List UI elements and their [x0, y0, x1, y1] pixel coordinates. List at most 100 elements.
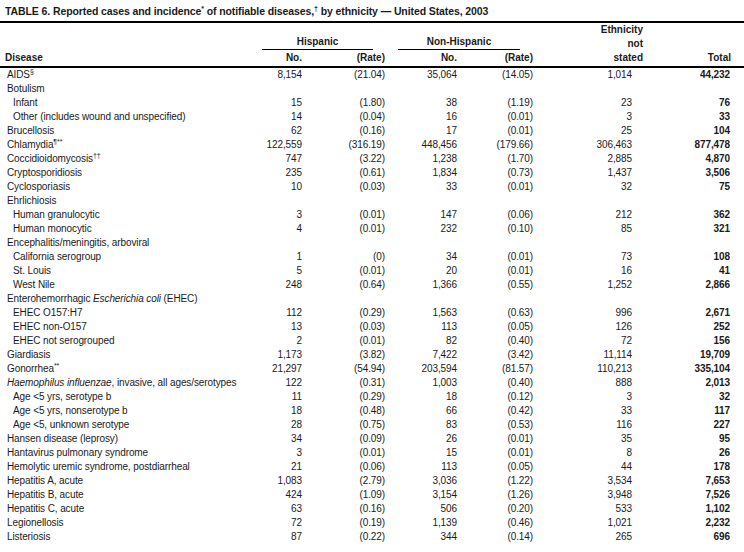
hispanic-rate-cell: (0): [302, 250, 385, 264]
table-row: Brucellosis62(0.16)17(0.01)25104: [0, 124, 744, 138]
hispanic-rate-cell: (0.03): [302, 180, 385, 194]
total-cell: [645, 194, 744, 208]
hispanic-no-cell: 87: [250, 530, 302, 544]
total-cell: 2,671: [645, 306, 744, 320]
disease-label: Chlamydia¶**: [0, 138, 250, 152]
ethnicity-not-stated-cell: 33: [533, 404, 645, 418]
nonhispanic-rate-cell: (0.05): [457, 460, 533, 474]
hispanic-rate-cell: (0.03): [302, 320, 385, 334]
hispanic-no-cell: 122,559: [250, 138, 302, 152]
hispanic-rate-cell: (0.29): [302, 390, 385, 404]
hispanic-no-cell: 122: [250, 376, 302, 390]
footnote-marker: ¶**: [53, 138, 62, 145]
total-cell: [645, 236, 744, 250]
nonhispanic-no-cell: [385, 292, 457, 306]
nonhispanic-no-cell: 1,139: [385, 516, 457, 530]
hispanic-rate-cell: (0.16): [302, 124, 385, 138]
table-row: Hantavirus pulmonary syndrome3(0.01)15(0…: [0, 446, 744, 460]
ethnicity-not-stated-cell: 996: [533, 306, 645, 320]
hispanic-rate-cell: [302, 194, 385, 208]
hispanic-no-cell: 4: [250, 222, 302, 236]
total-cell: 1,102: [645, 502, 744, 516]
total-cell: 7,526: [645, 488, 744, 502]
ethnicity-not-stated-cell: [533, 82, 645, 96]
hispanic-no-cell: 3: [250, 208, 302, 222]
nonhispanic-rate-cell: (0.01): [457, 124, 533, 138]
footnote-marker: ††: [93, 152, 101, 159]
nonhispanic-rate-cell: (0.12): [457, 390, 533, 404]
nonhispanic-rate-cell: (81.57): [457, 362, 533, 376]
hispanic-rate-cell: (0.75): [302, 418, 385, 432]
hispanic-rate-cell: (1.09): [302, 488, 385, 502]
nonhispanic-rate-cell: (0.63): [457, 306, 533, 320]
table-row: Listeriosis87(0.22)344(0.14)265696: [0, 530, 744, 544]
col-header-ethnicity-line1: Ethnicity: [533, 24, 645, 36]
header-spacer: [0, 36, 250, 50]
nonhispanic-rate-cell: (0.73): [457, 166, 533, 180]
disease-label: Brucellosis: [0, 124, 250, 138]
nonhispanic-rate-cell: (0.55): [457, 278, 533, 292]
disease-label: Age <5 yrs, serotype b: [0, 390, 250, 404]
hispanic-rate-cell: (0.09): [302, 432, 385, 446]
nonhispanic-no-cell: [385, 82, 457, 96]
hispanic-no-cell: [250, 194, 302, 208]
disease-label: Enterohemorrhagic Escherichia coli (EHEC…: [0, 292, 250, 306]
table-row: EHEC O157:H7112(0.29)1,563(0.63)9962,671: [0, 306, 744, 320]
nonhispanic-no-cell: 83: [385, 418, 457, 432]
ethnicity-not-stated-cell: 25: [533, 124, 645, 138]
hispanic-rate-cell: [302, 82, 385, 96]
col-header-ethnicity-line3: stated: [533, 50, 645, 67]
hispanic-no-cell: 10: [250, 180, 302, 194]
ethnicity-not-stated-cell: 23: [533, 96, 645, 110]
header-spacer: [645, 24, 744, 36]
total-cell: 19,709: [645, 348, 744, 362]
hispanic-no-cell: 11: [250, 390, 302, 404]
table-row: Hemolytic uremic syndrome, postdiarrheal…: [0, 460, 744, 474]
nonhispanic-no-cell: 203,594: [385, 362, 457, 376]
section-row: Botulism: [0, 82, 744, 96]
hispanic-no-cell: 5: [250, 264, 302, 278]
hispanic-rate-cell: (0.01): [302, 222, 385, 236]
table-row: Hepatitis A, acute1,083(2.79)3,036(1.22)…: [0, 474, 744, 488]
ethnicity-not-stated-cell: 533: [533, 502, 645, 516]
hispanic-rate-cell: (0.06): [302, 460, 385, 474]
total-cell: 26: [645, 446, 744, 460]
nonhispanic-no-cell: 1,366: [385, 278, 457, 292]
hispanic-rate-cell: (0.01): [302, 334, 385, 348]
nonhispanic-rate-cell: [457, 292, 533, 306]
nonhispanic-no-cell: 35,064: [385, 67, 457, 82]
total-cell: 877,478: [645, 138, 744, 152]
disease-label: Cyclosporiasis: [0, 180, 250, 194]
col-header-total: Total: [645, 50, 744, 67]
hispanic-rate-cell: (0.64): [302, 278, 385, 292]
hispanic-no-cell: 2: [250, 334, 302, 348]
hispanic-rate-cell: (2.79): [302, 474, 385, 488]
header-spacer: [645, 36, 744, 50]
nonhispanic-no-cell: 344: [385, 530, 457, 544]
disease-label: Other (includes wound and unspecified): [0, 110, 250, 124]
table-row: Hepatitis B, acute424(1.09)3,154(1.26)3,…: [0, 488, 744, 502]
ethnicity-not-stated-cell: 2,885: [533, 152, 645, 166]
nonhispanic-rate-cell: (0.01): [457, 250, 533, 264]
ethnicity-not-stated-cell: 126: [533, 320, 645, 334]
ethnicity-not-stated-cell: 16: [533, 264, 645, 278]
footnote-marker: †: [314, 5, 318, 12]
table-row: Age <5, unknown serotype28(0.75)83(0.53)…: [0, 418, 744, 432]
total-cell: 178: [645, 460, 744, 474]
table-row: Chlamydia¶**122,559(316.19)448,456(179.6…: [0, 138, 744, 152]
total-cell: 44,232: [645, 67, 744, 82]
header-row-2: Hispanic Non-Hispanic not: [0, 36, 744, 50]
table-row: Other (includes wound and unspecified)14…: [0, 110, 744, 124]
hispanic-rate-cell: (0.01): [302, 208, 385, 222]
nonhispanic-no-cell: 113: [385, 320, 457, 334]
table-body: AIDS§8,154(21.04)35,064(14.05)1,01444,23…: [0, 67, 744, 544]
nonhispanic-no-cell: 1,834: [385, 166, 457, 180]
nonhispanic-no-cell: 3,036: [385, 474, 457, 488]
ethnicity-not-stated-cell: 85: [533, 222, 645, 236]
nonhispanic-no-cell: 15: [385, 446, 457, 460]
ethnicity-not-stated-cell: 1,437: [533, 166, 645, 180]
header-row-3: Disease No. (Rate) No. (Rate) stated Tot…: [0, 50, 744, 67]
nonhispanic-rate-cell: (0.01): [457, 110, 533, 124]
hispanic-no-cell: [250, 236, 302, 250]
nonhispanic-rate-cell: (3.42): [457, 348, 533, 362]
